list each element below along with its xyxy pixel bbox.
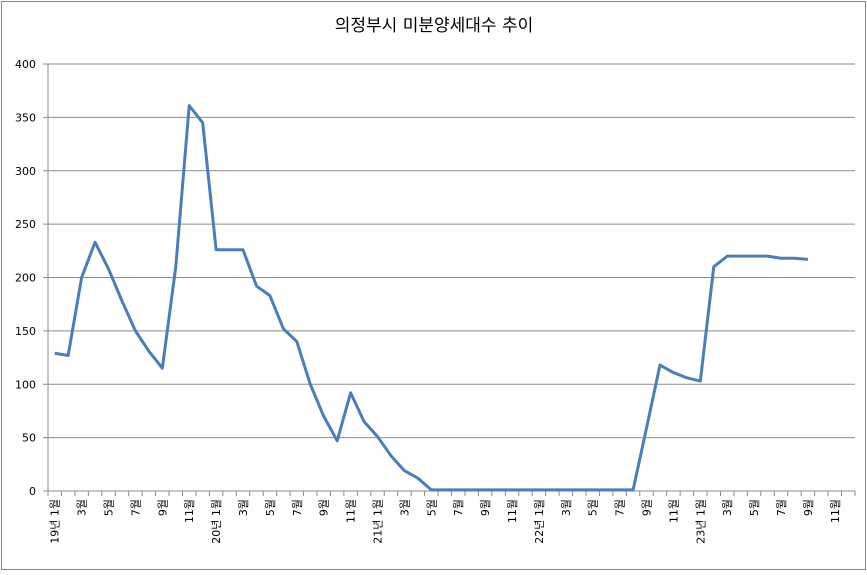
x-tick-label: 11월 <box>667 499 680 523</box>
x-tick-label: 9월 <box>156 499 169 516</box>
x-tick-label: 7월 <box>452 499 465 516</box>
y-tick-label: 200 <box>15 272 36 285</box>
x-tick-label: 21년 1월 <box>372 499 385 544</box>
y-tick-label: 0 <box>29 485 36 498</box>
x-tick-label: 20년 1월 <box>210 499 223 544</box>
x-tick-label: 5월 <box>103 499 116 516</box>
x-tick-label: 5월 <box>587 499 600 516</box>
x-tick-label: 3월 <box>560 499 573 516</box>
x-tick-label: 5월 <box>748 499 761 516</box>
y-tick-label: 50 <box>22 432 36 445</box>
x-tick-label: 9월 <box>802 499 815 516</box>
chart-title: 의정부시 미분양세대수 추이 <box>335 16 534 36</box>
x-tick-label: 5월 <box>425 499 438 516</box>
x-tick-label: 3월 <box>398 499 411 516</box>
x-tick-label: 11월 <box>829 499 842 523</box>
x-tick-label: 7월 <box>291 499 304 516</box>
x-tick-label: 11월 <box>183 499 196 523</box>
y-tick-label: 250 <box>15 218 36 231</box>
x-tick-label: 7월 <box>614 499 627 516</box>
x-tick-label: 23년 1월 <box>694 499 707 544</box>
x-tick-label: 3월 <box>721 499 734 516</box>
x-tick-label: 3월 <box>76 499 89 516</box>
y-tick-label: 150 <box>15 325 36 338</box>
x-tick-label: 9월 <box>318 499 331 516</box>
y-tick-label: 400 <box>15 58 36 71</box>
x-tick-label: 11월 <box>506 499 519 523</box>
x-tick-label: 19년 1월 <box>49 499 62 544</box>
x-tick-label: 9월 <box>641 499 654 516</box>
x-tick-label: 7월 <box>775 499 788 516</box>
x-tick-label: 7월 <box>129 499 142 516</box>
x-tick-label: 11월 <box>345 499 358 523</box>
series-line <box>54 104 809 492</box>
x-tick-label: 22년 1월 <box>533 499 546 544</box>
y-tick-label: 300 <box>15 165 36 178</box>
x-tick-label: 3월 <box>237 499 250 516</box>
x-tick-label: 9월 <box>479 499 492 516</box>
y-tick-label: 350 <box>15 111 36 124</box>
x-tick-label: 5월 <box>264 499 277 516</box>
y-tick-label: 100 <box>15 378 36 391</box>
